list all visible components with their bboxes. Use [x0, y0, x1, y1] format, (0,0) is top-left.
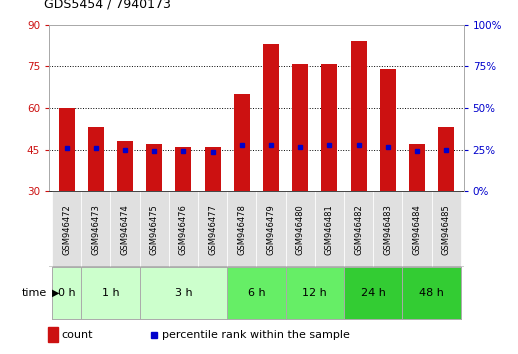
Text: 3 h: 3 h: [175, 288, 192, 298]
FancyBboxPatch shape: [344, 191, 373, 267]
Text: GSM946480: GSM946480: [296, 204, 305, 255]
Text: time: time: [21, 288, 47, 298]
FancyBboxPatch shape: [110, 191, 140, 267]
Text: GDS5454 / 7940173: GDS5454 / 7940173: [44, 0, 171, 11]
Bar: [117, 141, 133, 191]
Text: GSM946477: GSM946477: [208, 204, 217, 255]
FancyBboxPatch shape: [169, 191, 198, 267]
Text: GSM946476: GSM946476: [179, 204, 188, 255]
Text: 12 h: 12 h: [303, 288, 327, 298]
Bar: [380, 69, 396, 191]
Bar: [234, 94, 250, 191]
Bar: [292, 64, 308, 191]
Bar: [263, 44, 279, 191]
Text: GSM946483: GSM946483: [383, 204, 392, 255]
Text: GSM946481: GSM946481: [325, 204, 334, 255]
Text: GSM946472: GSM946472: [62, 204, 71, 255]
Bar: [88, 127, 104, 191]
Text: GSM946479: GSM946479: [266, 204, 276, 255]
Text: GSM946478: GSM946478: [237, 204, 247, 255]
FancyBboxPatch shape: [373, 191, 402, 267]
Text: 48 h: 48 h: [419, 288, 444, 298]
FancyBboxPatch shape: [198, 191, 227, 267]
Text: GSM946485: GSM946485: [442, 204, 451, 255]
Text: GSM946474: GSM946474: [121, 204, 130, 255]
FancyBboxPatch shape: [285, 191, 315, 267]
Text: count: count: [62, 330, 93, 339]
FancyBboxPatch shape: [431, 191, 461, 267]
Bar: [146, 144, 162, 191]
Bar: [351, 41, 367, 191]
FancyBboxPatch shape: [52, 191, 81, 267]
FancyBboxPatch shape: [140, 191, 169, 267]
Text: GSM946482: GSM946482: [354, 204, 363, 255]
FancyBboxPatch shape: [227, 191, 256, 267]
Bar: [438, 127, 454, 191]
Text: GSM946484: GSM946484: [412, 204, 422, 255]
Bar: [409, 144, 425, 191]
FancyBboxPatch shape: [402, 191, 431, 267]
Bar: [59, 108, 75, 191]
Text: GSM946473: GSM946473: [91, 204, 100, 255]
Bar: [205, 147, 221, 191]
Text: 6 h: 6 h: [248, 288, 265, 298]
Text: GSM946475: GSM946475: [150, 204, 159, 255]
Bar: [176, 147, 192, 191]
FancyBboxPatch shape: [315, 191, 344, 267]
Bar: [48, 326, 57, 343]
Text: 1 h: 1 h: [102, 288, 119, 298]
Bar: [321, 64, 337, 191]
Text: 0 h: 0 h: [58, 288, 76, 298]
Text: ▶: ▶: [52, 288, 59, 298]
Text: percentile rank within the sample: percentile rank within the sample: [162, 330, 350, 339]
Text: 24 h: 24 h: [361, 288, 385, 298]
FancyBboxPatch shape: [256, 191, 285, 267]
FancyBboxPatch shape: [81, 191, 110, 267]
